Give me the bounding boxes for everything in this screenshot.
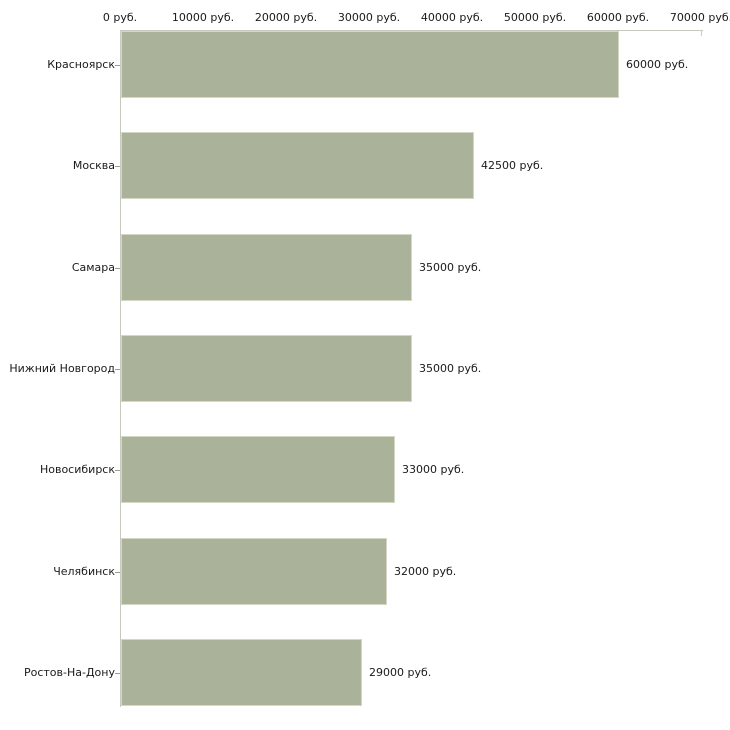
bar <box>121 639 362 706</box>
x-tick-label: 60000 руб. <box>586 11 650 24</box>
x-tick-mark <box>701 31 702 36</box>
x-tick-mark <box>120 31 121 36</box>
bar <box>121 436 395 503</box>
category-tick-mark <box>115 65 120 66</box>
bar <box>121 31 619 98</box>
category-label: Нижний Новгород <box>9 362 115 375</box>
bar-value-label: 32000 руб. <box>394 565 457 578</box>
category-label: Новосибирск <box>39 463 115 476</box>
x-axis-line <box>120 30 703 31</box>
bar-value-label: 60000 руб. <box>626 58 689 71</box>
x-tick-label: 50000 руб. <box>503 11 567 24</box>
x-tick-label: 70000 руб. <box>669 11 730 24</box>
bar-value-label: 33000 руб. <box>402 463 465 476</box>
bar-value-label: 35000 руб. <box>419 362 482 375</box>
x-tick-label: 0 руб. <box>102 11 138 24</box>
category-tick-mark <box>115 572 120 573</box>
category-tick-mark <box>115 470 120 471</box>
bar-value-label: 42500 руб. <box>481 159 544 172</box>
x-tick-label: 10000 руб. <box>171 11 235 24</box>
category-label: Москва <box>72 159 115 172</box>
category-label: Ростов-На-Дону <box>23 666 115 679</box>
bar <box>121 538 387 605</box>
category-tick-mark <box>115 268 120 269</box>
y-axis-line <box>120 30 121 707</box>
bar <box>121 335 412 402</box>
category-tick-mark <box>115 369 120 370</box>
category-label: Самара <box>71 261 115 274</box>
category-tick-mark <box>115 166 120 167</box>
category-label: Красноярск <box>47 58 115 71</box>
category-label: Челябинск <box>53 565 115 578</box>
bar-value-label: 29000 руб. <box>369 666 432 679</box>
x-tick-label: 20000 руб. <box>254 11 318 24</box>
x-tick-label: 40000 руб. <box>420 11 484 24</box>
x-tick-label: 30000 руб. <box>337 11 401 24</box>
category-tick-mark <box>115 673 120 674</box>
bar <box>121 234 412 301</box>
bar-value-label: 35000 руб. <box>419 261 482 274</box>
bar <box>121 132 474 199</box>
